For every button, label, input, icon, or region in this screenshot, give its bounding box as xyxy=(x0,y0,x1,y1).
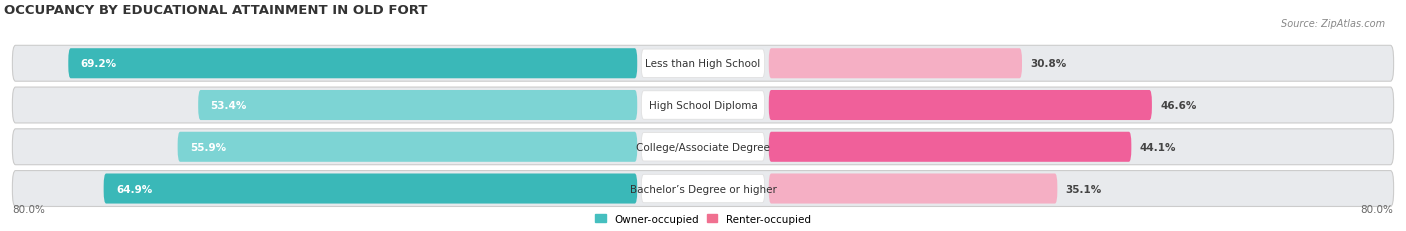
Text: 35.1%: 35.1% xyxy=(1066,184,1102,194)
Text: 30.8%: 30.8% xyxy=(1031,59,1067,69)
Text: 55.9%: 55.9% xyxy=(190,142,226,152)
Text: College/Associate Degree: College/Associate Degree xyxy=(636,142,770,152)
Text: Less than High School: Less than High School xyxy=(645,59,761,69)
Text: 44.1%: 44.1% xyxy=(1140,142,1175,152)
Text: OCCUPANCY BY EDUCATIONAL ATTAINMENT IN OLD FORT: OCCUPANCY BY EDUCATIONAL ATTAINMENT IN O… xyxy=(4,4,427,17)
FancyBboxPatch shape xyxy=(13,88,1393,123)
FancyBboxPatch shape xyxy=(641,50,765,78)
FancyBboxPatch shape xyxy=(104,174,637,204)
FancyBboxPatch shape xyxy=(641,133,765,161)
FancyBboxPatch shape xyxy=(69,49,637,79)
Text: 80.0%: 80.0% xyxy=(13,204,45,214)
FancyBboxPatch shape xyxy=(769,174,1057,204)
FancyBboxPatch shape xyxy=(641,91,765,120)
FancyBboxPatch shape xyxy=(13,46,1393,82)
FancyBboxPatch shape xyxy=(198,91,637,121)
FancyBboxPatch shape xyxy=(769,91,1152,121)
Text: 80.0%: 80.0% xyxy=(1361,204,1393,214)
FancyBboxPatch shape xyxy=(177,132,637,162)
Text: 46.6%: 46.6% xyxy=(1160,100,1197,110)
FancyBboxPatch shape xyxy=(641,175,765,203)
Text: High School Diploma: High School Diploma xyxy=(648,100,758,110)
FancyBboxPatch shape xyxy=(13,171,1393,207)
FancyBboxPatch shape xyxy=(13,129,1393,165)
Text: Bachelor’s Degree or higher: Bachelor’s Degree or higher xyxy=(630,184,776,194)
Text: 53.4%: 53.4% xyxy=(211,100,247,110)
FancyBboxPatch shape xyxy=(769,49,1022,79)
Text: Source: ZipAtlas.com: Source: ZipAtlas.com xyxy=(1281,18,1385,28)
Text: 64.9%: 64.9% xyxy=(115,184,152,194)
Legend: Owner-occupied, Renter-occupied: Owner-occupied, Renter-occupied xyxy=(591,210,815,228)
FancyBboxPatch shape xyxy=(769,132,1132,162)
Text: 69.2%: 69.2% xyxy=(80,59,117,69)
